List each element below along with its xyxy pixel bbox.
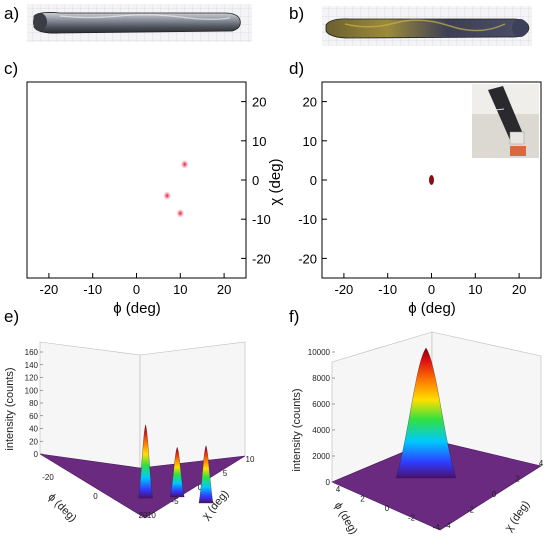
y-tick-label: 5 xyxy=(223,469,228,478)
panel-letter-d: d) xyxy=(289,59,304,78)
panel-letter-b: b) xyxy=(289,4,304,23)
y-tick-label: -20 xyxy=(298,251,317,266)
z-tick-label: 100 xyxy=(25,386,39,395)
x-tick-label: 20 xyxy=(139,511,148,520)
diffraction-spot xyxy=(176,209,184,218)
surface-peak xyxy=(395,347,457,479)
x-tick-label: -20 xyxy=(42,473,54,482)
y-tick-label: -10 xyxy=(252,212,271,227)
panel-letter-a: a) xyxy=(4,4,19,23)
diffraction-spot xyxy=(163,191,171,200)
pole-figure-d: -20 -10 0 10 20 20 10 0 -10 -20 ϕ (deg) χ (deg) xyxy=(267,81,542,317)
z-tick-label: 60 xyxy=(29,412,38,421)
x-tick-label: -10 xyxy=(83,282,102,297)
y-axis-label-f: χ (deg) xyxy=(503,499,533,534)
surface-peak xyxy=(198,445,214,504)
x-tick-label: 0 xyxy=(133,282,140,297)
z-tick-label: 80 xyxy=(29,399,38,408)
x-tick-label: 10 xyxy=(173,282,187,297)
z-tick-label: 0 xyxy=(326,478,331,487)
diffraction-spot xyxy=(181,160,189,169)
z-tick-label: 8000 xyxy=(312,374,330,383)
x-tick-label: -20 xyxy=(40,282,59,297)
x-tick-label: 20 xyxy=(512,282,526,297)
metal-rod-photo xyxy=(27,4,252,42)
x-tick-label: 0 xyxy=(385,504,390,513)
y-tick-label: -10 xyxy=(298,212,317,227)
surface-plot-f: 0 2000 4000 6000 8000 10000 4 2 0 -2 -4 -4 -2 0 2 4 int… xyxy=(291,331,544,537)
panel-letter-f: f) xyxy=(289,307,299,326)
x-axis-label-c: ϕ (deg) xyxy=(113,300,161,317)
y-tick-label: 0 xyxy=(198,483,203,492)
surface-plot-e: 0 20 40 60 80 100 120 140 160 -20 0 20 10 5 0 -5 -10 int… xyxy=(4,341,255,524)
z-axis-label-f: intensity (counts) xyxy=(291,388,303,471)
z-tick-label: 160 xyxy=(25,348,39,357)
surface-peak xyxy=(170,446,185,498)
x-axis-label-d: ϕ (deg) xyxy=(408,300,456,317)
y-tick-label: 2 xyxy=(515,475,520,484)
z-tick-label: 2000 xyxy=(312,452,330,461)
y-tick-label: -10 xyxy=(144,511,156,520)
y-tick-label: 4 xyxy=(539,459,544,468)
x-tick-label: -20 xyxy=(335,282,354,297)
x-axis-label-e: ϕ (deg) xyxy=(46,491,79,524)
x-tick-label: 10 xyxy=(468,282,482,297)
plot-frame-c xyxy=(26,81,247,279)
panel-letter-e: e) xyxy=(4,307,19,326)
diffraction-spot xyxy=(429,175,434,185)
z-tick-label: 40 xyxy=(29,425,38,434)
x-axis-label-f: ϕ (deg) xyxy=(332,500,360,536)
z-tick-label: 0 xyxy=(34,450,39,459)
x-tick-label: -4 xyxy=(432,523,440,532)
panel-letter-c: c) xyxy=(4,59,18,78)
y-tick-label: 10 xyxy=(246,455,255,464)
pole-figure-c: -20 -10 0 10 20 20 10 0 -10 -20 ϕ (deg) xyxy=(26,81,271,317)
y-tick-label: 10 xyxy=(252,134,266,149)
y-tick-label: 20 xyxy=(252,95,266,110)
x-tick-label: 20 xyxy=(217,282,231,297)
y-tick-label: 10 xyxy=(303,134,317,149)
x-tick-label: 0 xyxy=(428,282,435,297)
coated-rod-photo xyxy=(322,6,532,46)
axes-box-e xyxy=(39,341,246,519)
y-tick-label: 20 xyxy=(303,95,317,110)
z-tick-label: 20 xyxy=(29,437,38,446)
x-tick-label: 0 xyxy=(93,492,98,501)
y-axis-label-d: χ (deg) xyxy=(267,158,284,205)
x-tick-label: 2 xyxy=(360,495,365,504)
y-tick-label: 0 xyxy=(252,173,259,188)
z-tick-label: 140 xyxy=(25,361,39,370)
z-tick-label: 6000 xyxy=(312,400,330,409)
z-tick-label: 10000 xyxy=(308,348,331,357)
y-tick-label: 0 xyxy=(492,490,497,499)
surface-peak xyxy=(138,424,153,499)
x-tick-label: 4 xyxy=(336,485,341,494)
y-tick-label: -4 xyxy=(443,521,451,530)
x-tick-label: -2 xyxy=(408,514,416,523)
z-axis-label-e: intensity (counts) xyxy=(4,367,16,450)
y-tick-label: 0 xyxy=(310,173,317,188)
y-tick-label: -2 xyxy=(467,506,475,515)
z-tick-label: 120 xyxy=(25,374,39,383)
x-tick-label: -10 xyxy=(378,282,397,297)
y-tick-label: -5 xyxy=(171,497,179,506)
y-tick-label: -20 xyxy=(252,251,271,266)
sample-holder-photo xyxy=(472,84,539,158)
z-tick-label: 4000 xyxy=(312,426,330,435)
